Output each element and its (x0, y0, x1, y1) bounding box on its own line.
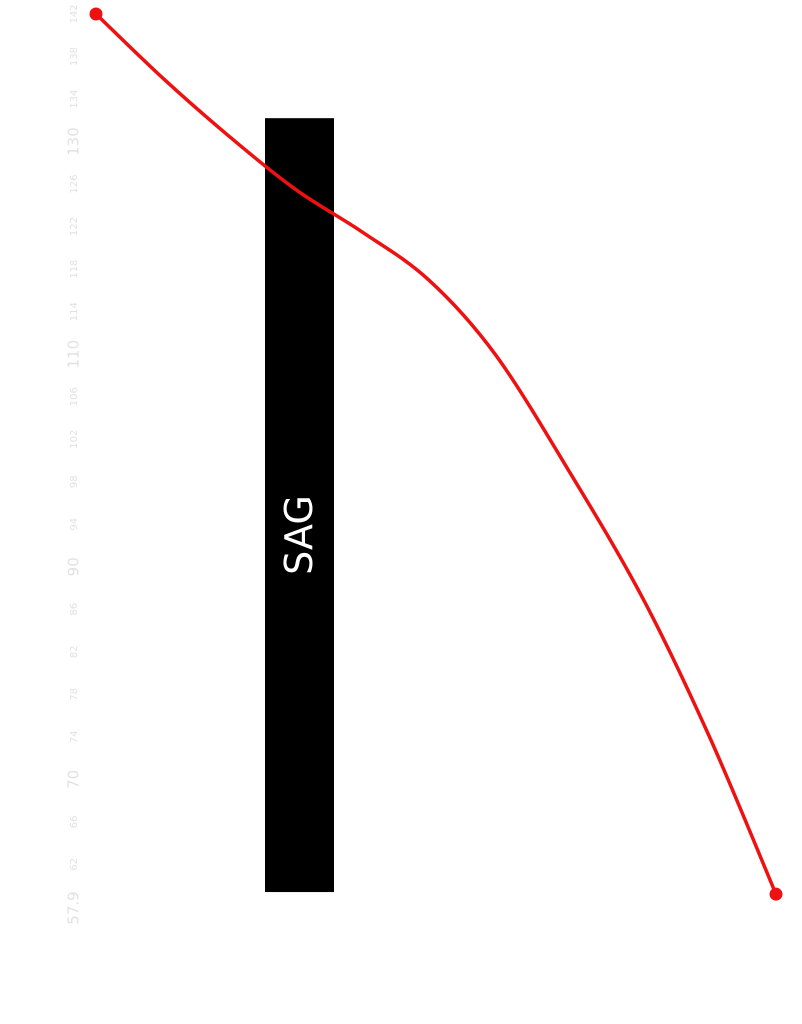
sag-bar (265, 118, 334, 893)
tick-label-12: 106 (69, 387, 80, 406)
tick-label-16: 122 (69, 217, 80, 236)
tick-label-3: 70 (65, 770, 83, 789)
tick-label-18: 130 (65, 127, 83, 156)
tick-label-21: 142 (69, 4, 80, 23)
tick-label-0: 57.9 (65, 891, 83, 924)
tick-label-5: 78 (69, 688, 80, 701)
tick-label-19: 134 (69, 89, 80, 108)
tick-label-14: 114 (69, 302, 80, 321)
tick-label-13: 110 (65, 340, 83, 369)
tick-label-20: 138 (69, 47, 80, 66)
series-end-point (769, 887, 783, 901)
tick-label-15: 118 (69, 260, 80, 279)
tick-label-6: 82 (69, 645, 80, 658)
tick-label-4: 74 (69, 730, 80, 743)
axis-ticks: 57.9 62 66 70 74 78 82 86 90 94 98 102 106 110 114 118 1… (65, 4, 83, 924)
tick-label-17: 126 (69, 175, 80, 194)
series-line-0 (94, 12, 778, 896)
sag-bar-label: SAG (277, 495, 321, 575)
tick-label-9: 94 (69, 518, 80, 531)
series-start-point (89, 7, 103, 21)
tick-label-8: 90 (65, 557, 83, 576)
tick-label-10: 98 (69, 475, 80, 488)
tick-label-1: 62 (69, 858, 80, 871)
tick-label-7: 86 (69, 603, 80, 616)
tick-label-2: 66 (69, 816, 80, 829)
sag-bar-group: SAG (265, 118, 334, 893)
series-group (89, 7, 783, 901)
tick-label-11: 102 (69, 430, 80, 449)
